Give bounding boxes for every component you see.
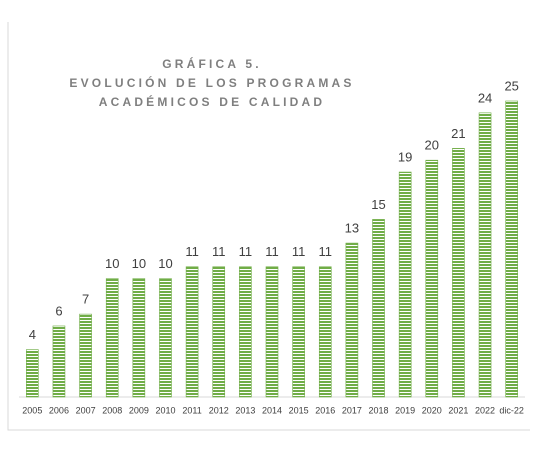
- bar: [212, 266, 226, 398]
- data-label: 6: [55, 303, 62, 318]
- bar: [52, 325, 66, 398]
- x-tick-label: 2010: [155, 405, 175, 415]
- data-label: 11: [265, 244, 279, 259]
- bar: [26, 349, 39, 398]
- data-label: 10: [105, 256, 119, 271]
- bar: [372, 219, 385, 398]
- bar: [185, 266, 199, 398]
- x-tick-label: 2015: [289, 405, 309, 415]
- bar: [79, 313, 92, 398]
- bar: [159, 278, 172, 398]
- data-label: 13: [345, 221, 359, 236]
- data-label: 11: [319, 244, 333, 259]
- bar: [505, 100, 518, 398]
- bar: [265, 266, 279, 398]
- x-tick-label: 2017: [342, 405, 362, 415]
- x-tick-label: 2013: [235, 405, 255, 415]
- data-label: 15: [371, 197, 385, 212]
- data-label: 10: [158, 256, 172, 271]
- bar: [239, 266, 252, 398]
- data-label: 25: [504, 78, 518, 93]
- data-label: 20: [425, 138, 439, 153]
- x-tick-label: 2016: [315, 405, 335, 415]
- x-tick-label: 2007: [76, 405, 96, 415]
- data-label: 11: [212, 244, 226, 259]
- bar: [292, 266, 305, 398]
- data-label: 7: [82, 292, 89, 307]
- x-tick-label: 2018: [369, 405, 389, 415]
- x-tick-label: 2012: [209, 405, 229, 415]
- bar: [345, 242, 359, 398]
- x-tick-label: 2014: [262, 405, 282, 415]
- data-label: 10: [132, 256, 146, 271]
- bar: [132, 278, 146, 398]
- chart-title: EVOLUCIÓN DE LOS PROGRAMAS: [69, 75, 354, 90]
- x-tick-label: dic-22: [499, 405, 524, 415]
- data-label: 24: [478, 90, 492, 105]
- x-tick-label: 2011: [182, 405, 201, 415]
- x-tick-label: 2006: [49, 405, 69, 415]
- data-label: 4: [29, 327, 36, 342]
- data-label: 11: [239, 244, 253, 259]
- chart-title: ACADÉMICOS DE CALIDAD: [99, 94, 326, 109]
- bar: [425, 159, 439, 398]
- bar: [318, 266, 332, 398]
- x-tick-label: 2022: [475, 405, 495, 415]
- data-label: 11: [292, 244, 306, 259]
- bar: [478, 112, 492, 398]
- x-tick-label: 2008: [102, 405, 122, 415]
- x-tick-label: 2005: [22, 405, 42, 415]
- data-label: 19: [398, 149, 412, 164]
- chart-title: GRÁFICA 5.: [162, 56, 262, 71]
- chart-border: [7, 22, 530, 431]
- bar: [105, 278, 119, 398]
- bar: [398, 171, 412, 398]
- x-tick-label: 2019: [395, 405, 415, 415]
- data-label: 21: [451, 126, 465, 141]
- bar: [452, 148, 465, 398]
- x-tick-label: 2021: [448, 405, 468, 415]
- x-tick-label: 2009: [129, 405, 149, 415]
- data-label: 11: [185, 244, 199, 259]
- x-tick-label: 2020: [422, 405, 442, 415]
